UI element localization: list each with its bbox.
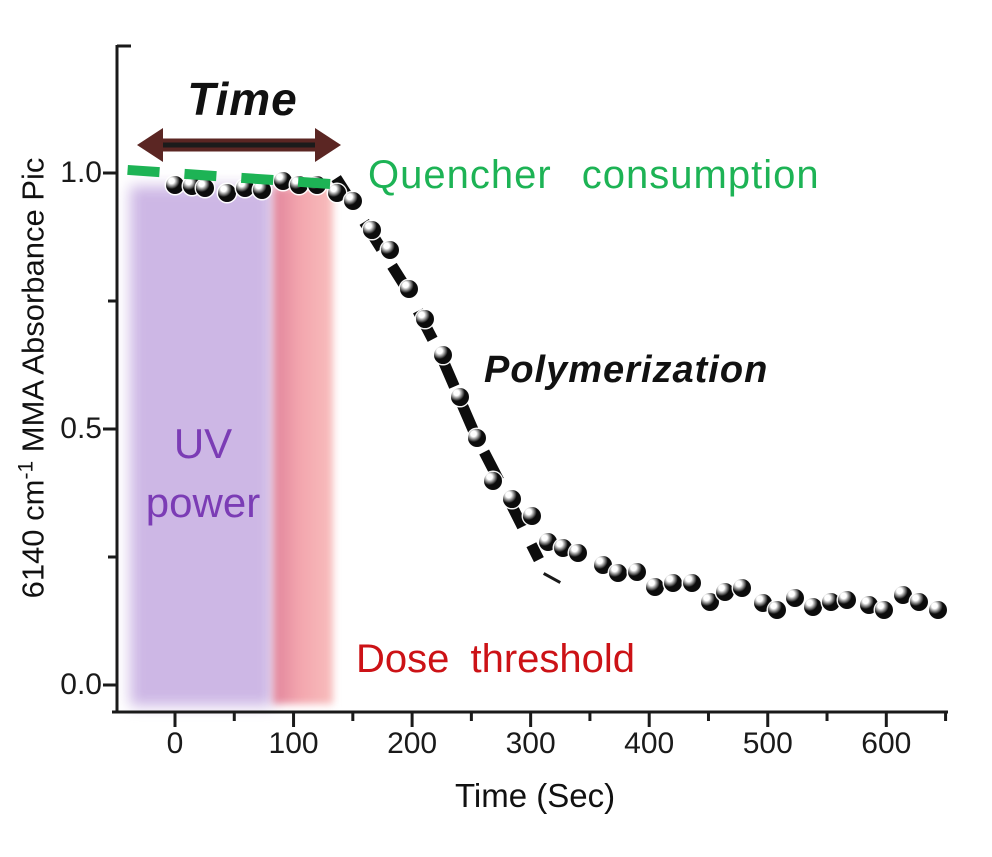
data-point [553,538,572,557]
uv-power-label: UV power [128,414,278,532]
data-point [252,180,271,199]
data-point [166,175,184,194]
data-point [343,192,362,211]
data-point [682,574,701,593]
data-point [273,172,292,191]
data-point [910,593,929,612]
data-point [929,601,948,620]
y-axis-title-superscript: -1 [14,460,38,480]
data-point [593,556,612,575]
data-point [803,598,822,617]
data-point [218,183,237,202]
data-point [433,345,452,364]
data-point [450,387,469,406]
data-point [468,429,487,448]
data-point [732,579,751,598]
data-point [768,601,787,620]
data-point [821,593,840,612]
time-arrow-right-head [315,128,341,162]
data-point [754,594,772,613]
x-tick-label: 400 [624,727,675,760]
y-axis-title-prefix: 6140 cm [15,479,51,599]
data-point [195,178,214,197]
data-point [502,490,521,509]
x-tick-label: 200 [387,727,438,760]
y-tick-label: 1.0 [60,156,102,189]
data-point [786,588,805,607]
uv-power-label-line1: UV [173,420,233,467]
data-point [874,601,893,620]
data-point [182,176,201,195]
data-point [646,578,665,597]
data-point [522,507,541,526]
quencher-consumption-label: Quencher consumption [368,153,820,197]
data-point [838,591,857,609]
data-point [628,562,647,581]
y-tick-label: 0.0 [60,668,102,701]
polymerization-label: Polymerization [484,349,769,391]
data-point [716,582,735,601]
data-point [380,240,399,259]
data-point [859,596,878,615]
data-point [362,220,381,239]
y-axis-title: 6140 cm-1 MMA Absorbance Pic [14,158,51,599]
data-point [416,309,435,328]
y-axis-title-suffix: MMA Absorbance Pic [15,157,51,461]
x-tick-label: 600 [861,727,912,760]
uv-power-band [130,186,273,706]
time-arrow-left-head [137,128,163,162]
data-point [700,593,719,612]
data-point [308,175,327,194]
x-tick-label: 500 [742,727,793,760]
data-point [290,175,309,194]
data-point [483,472,502,491]
x-tick-label: 0 [166,727,184,760]
dose-threshold-band [273,187,333,704]
quencher-guide-line [127,164,335,190]
data-point [609,563,628,582]
y-tick-label: 0.5 [60,412,102,445]
data-point [663,574,682,593]
trend-tail-segment [542,572,562,584]
data-point [328,183,347,202]
data-point [893,585,912,604]
data-point [569,543,588,562]
dose-threshold-label: Dose threshold [356,637,636,681]
data-point [539,533,558,552]
x-tick-label: 100 [268,727,319,760]
data-point [399,280,418,299]
x-tick-label: 300 [505,727,556,760]
x-axis-title: Time (Sec) [454,777,616,814]
time-annotation: Time [187,73,298,125]
polymerization-trend-line [331,175,544,563]
uv-power-label-line2: power [145,479,261,526]
data-point [235,178,254,197]
